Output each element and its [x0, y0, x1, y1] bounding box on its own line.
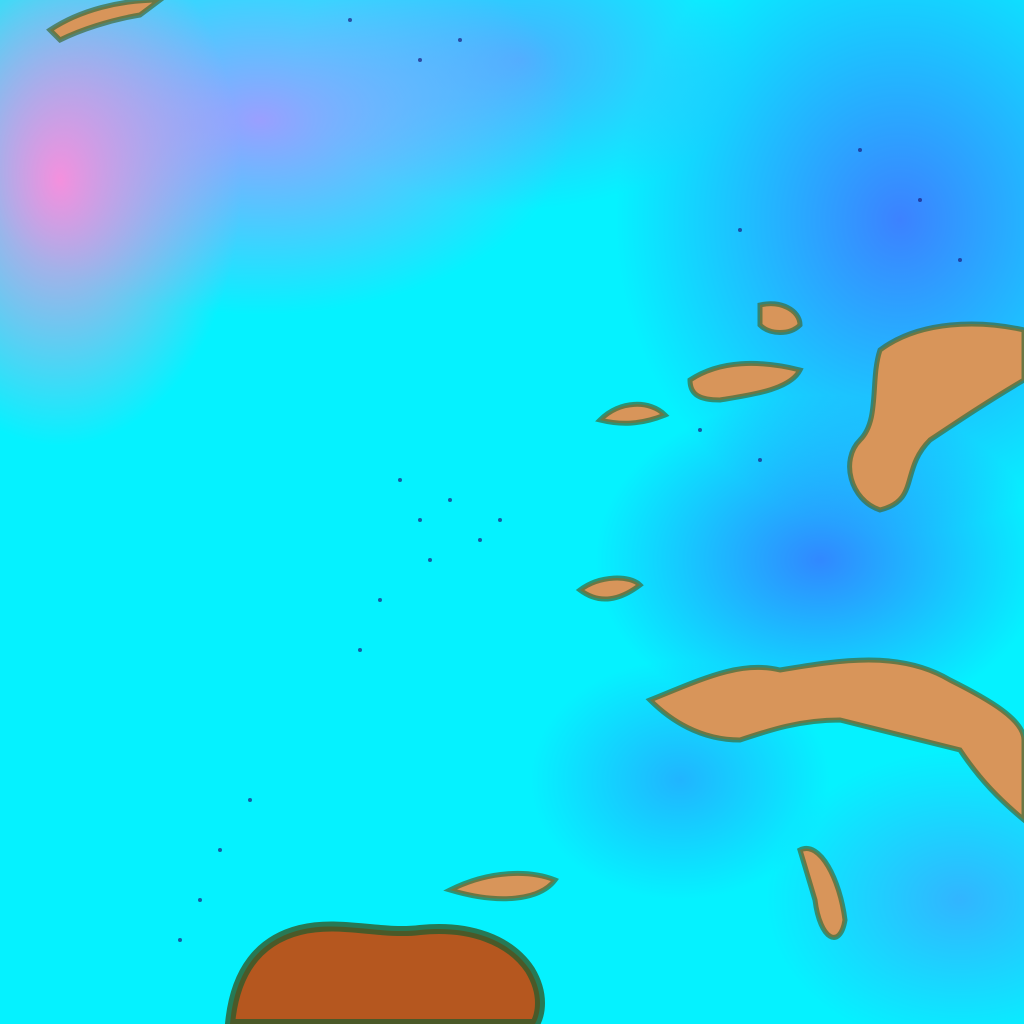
land-island-small [757, 301, 803, 335]
land-small-islands [443, 401, 670, 902]
land-east-long [645, 657, 1024, 824]
land-southern-continent [224, 921, 545, 1024]
land-north-top [46, 0, 165, 44]
land-island-mid [687, 361, 804, 403]
cloud-speckles [178, 18, 962, 942]
land-island-east-top [847, 321, 1024, 513]
land-south-islands [796, 845, 848, 940]
